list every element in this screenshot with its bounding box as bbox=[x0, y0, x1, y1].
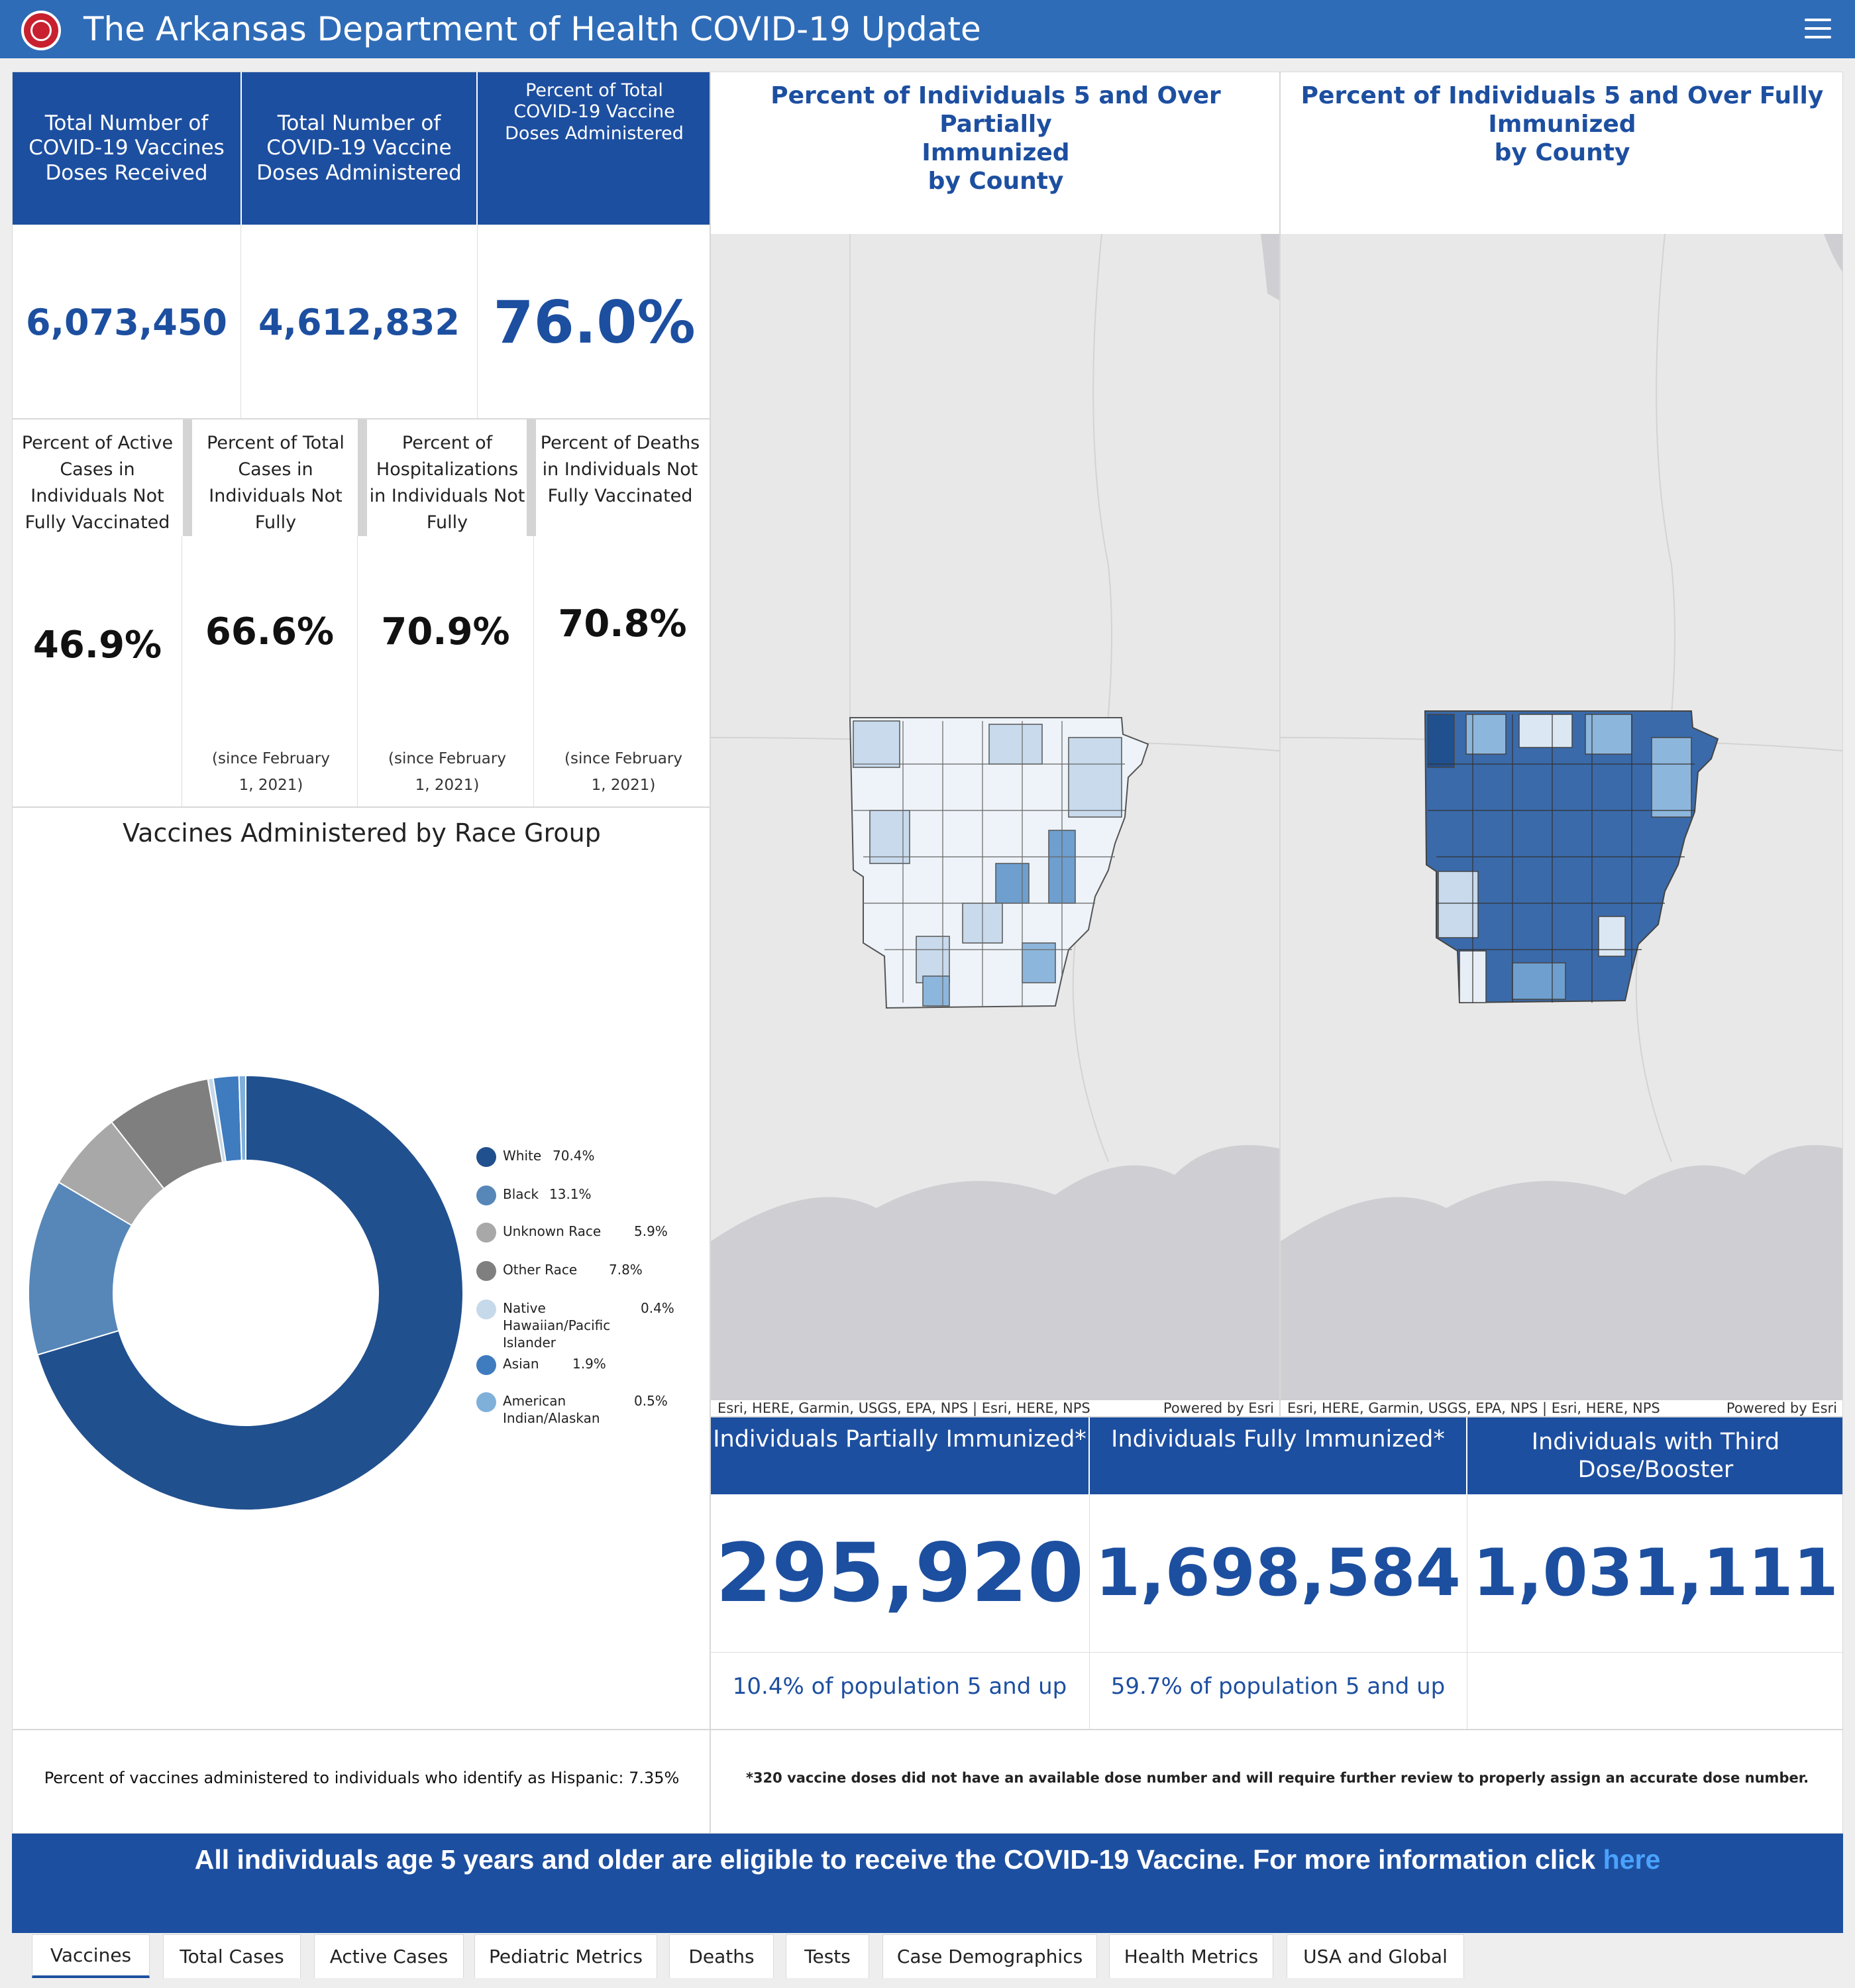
partial-map-attribution: Esri, HERE, Garmin, USGS, EPA, NPS | Esr… bbox=[717, 1400, 1090, 1416]
legend-value: 13.1% bbox=[549, 1186, 592, 1202]
partial-map-title: Percent of Individuals 5 and Over Partia… bbox=[770, 82, 1221, 195]
donut-slice-american-indian-alaskan[interactable] bbox=[238, 1074, 246, 1162]
legend-swatch bbox=[476, 1261, 496, 1281]
legend-swatch bbox=[476, 1299, 496, 1319]
legend-swatch bbox=[476, 1186, 496, 1205]
hospitalizations-label: Percent of Hospitalizations in Individua… bbox=[369, 433, 525, 533]
legend-label: Asian bbox=[503, 1356, 539, 1372]
fully-immunized-label: Individuals Fully Immunized* bbox=[1090, 1417, 1466, 1494]
tab-health-metrics[interactable]: Health Metrics bbox=[1109, 1934, 1273, 1978]
not-vaccinated-panel: Percent of Active Cases in Individuals N… bbox=[12, 419, 710, 807]
deaths-value: 70.8% bbox=[558, 602, 687, 645]
partial-map[interactable] bbox=[711, 234, 1279, 1400]
legend-value: 7.8% bbox=[609, 1262, 643, 1278]
fully-map-powered: Powered by Esri bbox=[1726, 1400, 1837, 1416]
donut-slice-white[interactable] bbox=[36, 1074, 464, 1511]
banner-text: All individuals age 5 years and older ar… bbox=[194, 1844, 1596, 1875]
race-chart-panel: Vaccines Administered by Race Group Whit… bbox=[12, 807, 710, 1730]
active-cases-value: 46.9% bbox=[32, 624, 162, 667]
doses-percent-value: 76.0% bbox=[493, 288, 696, 357]
tab-active-cases[interactable]: Active Cases bbox=[314, 1934, 464, 1978]
legend-swatch bbox=[476, 1355, 496, 1375]
app-header: The Arkansas Department of Health COVID-… bbox=[0, 0, 1855, 58]
hospitalizations-note: (since February 1, 2021) bbox=[388, 750, 506, 794]
legend-value: 0.5% bbox=[634, 1393, 668, 1409]
legend-label: American Indian/Alaskan bbox=[503, 1393, 600, 1426]
immunized-panel: Individuals Partially Immunized* Individ… bbox=[710, 1417, 1843, 1730]
chart-title: Vaccines Administered by Race Group bbox=[123, 818, 601, 848]
legend-value: 5.9% bbox=[634, 1223, 668, 1239]
deaths-note: (since February 1, 2021) bbox=[564, 750, 682, 794]
legend-value: 0.4% bbox=[641, 1300, 674, 1316]
tab-total-cases[interactable]: Total Cases bbox=[163, 1934, 301, 1978]
fully-map[interactable] bbox=[1281, 234, 1842, 1400]
dose-note-panel: *320 vaccine doses did not have an avail… bbox=[710, 1730, 1843, 1834]
maps-panel: Percent of Individuals 5 and Over Partia… bbox=[710, 72, 1843, 1417]
partially-immunized-value: 295,920 bbox=[716, 1526, 1084, 1620]
total-cases-value: 66.6% bbox=[205, 610, 335, 653]
race-donut-chart bbox=[28, 1074, 464, 1511]
partial-arkansas-counties bbox=[849, 717, 1149, 1009]
banner-here-link[interactable]: here bbox=[1603, 1844, 1661, 1875]
active-cases-label: Percent of Active Cases in Individuals N… bbox=[21, 433, 174, 533]
doses-administered-value: 4,612,832 bbox=[258, 301, 460, 343]
partially-immunized-sub: 10.4% of population 5 and up bbox=[732, 1673, 1067, 1700]
doses-received-label: Total Number of COVID-19 Vaccines Doses … bbox=[13, 72, 240, 225]
legend-label: Unknown Race bbox=[503, 1223, 602, 1239]
fully-map-attribution: Esri, HERE, Garmin, USGS, EPA, NPS | Esr… bbox=[1287, 1400, 1660, 1416]
hospitalizations-value: 70.9% bbox=[381, 610, 510, 653]
eligibility-banner: All individuals age 5 years and older ar… bbox=[12, 1834, 1843, 1933]
tab-deaths[interactable]: Deaths bbox=[669, 1934, 774, 1978]
legend-label: Black bbox=[503, 1186, 539, 1202]
legend-swatch bbox=[476, 1392, 496, 1412]
legend-swatch bbox=[476, 1223, 496, 1242]
legend-label: Other Race bbox=[503, 1262, 578, 1278]
hispanic-note: Percent of vaccines administered to indi… bbox=[44, 1769, 680, 1787]
dose-note: *320 vaccine doses did not have an avail… bbox=[745, 1770, 1809, 1786]
fully-immunized-value: 1,698,584 bbox=[1095, 1535, 1461, 1611]
legend-value: 70.4% bbox=[553, 1148, 595, 1164]
total-cases-note: (since February 1, 2021) bbox=[212, 750, 330, 794]
tab-usa-and-global[interactable]: USA and Global bbox=[1287, 1934, 1464, 1978]
tab-case-demographics[interactable]: Case Demographics bbox=[882, 1934, 1097, 1978]
tab-bar: Vaccines Total Cases Active Cases Pediat… bbox=[0, 1933, 1855, 1988]
legend-label: White bbox=[503, 1148, 542, 1164]
booster-value: 1,031,111 bbox=[1473, 1535, 1838, 1611]
doses-summary-panel: Total Number of COVID-19 Vaccines Doses … bbox=[12, 72, 710, 419]
doses-percent-label: Percent of Total COVID-19 Vaccine Doses … bbox=[478, 72, 710, 225]
fully-arkansas-counties bbox=[1424, 710, 1719, 1004]
race-legend: White 70.4% Black 13.1% Unknown Race 5.9% Othe… bbox=[476, 1147, 702, 1452]
tab-tests[interactable]: Tests bbox=[786, 1934, 869, 1978]
tab-pediatric-metrics[interactable]: Pediatric Metrics bbox=[474, 1934, 657, 1978]
partial-map-powered: Powered by Esri bbox=[1163, 1400, 1274, 1416]
hispanic-note-panel: Percent of vaccines administered to indi… bbox=[12, 1730, 710, 1834]
doses-received-value: 6,073,450 bbox=[25, 301, 228, 343]
partially-immunized-label: Individuals Partially Immunized* bbox=[711, 1417, 1088, 1494]
booster-label: Individuals with Third Dose/Booster bbox=[1467, 1417, 1842, 1494]
fully-map-title: Percent of Individuals 5 and Over Fully I… bbox=[1300, 82, 1824, 166]
adh-logo-icon bbox=[21, 11, 61, 50]
total-cases-label: Percent of Total Cases in Individuals No… bbox=[207, 433, 344, 533]
fully-immunized-sub: 59.7% of population 5 and up bbox=[1110, 1673, 1446, 1700]
legend-label: Native Hawaiian/Pacific Islander bbox=[503, 1300, 611, 1351]
legend-swatch bbox=[476, 1147, 496, 1167]
tab-vaccines[interactable]: Vaccines bbox=[32, 1934, 150, 1978]
page-title: The Arkansas Department of Health COVID-… bbox=[83, 10, 981, 48]
hamburger-menu-icon[interactable] bbox=[1805, 19, 1831, 40]
legend-value: 1.9% bbox=[572, 1356, 606, 1372]
doses-administered-label: Total Number of COVID-19 Vaccine Doses A… bbox=[242, 72, 476, 225]
deaths-label: Percent of Deaths in Individuals Not Ful… bbox=[540, 433, 700, 506]
